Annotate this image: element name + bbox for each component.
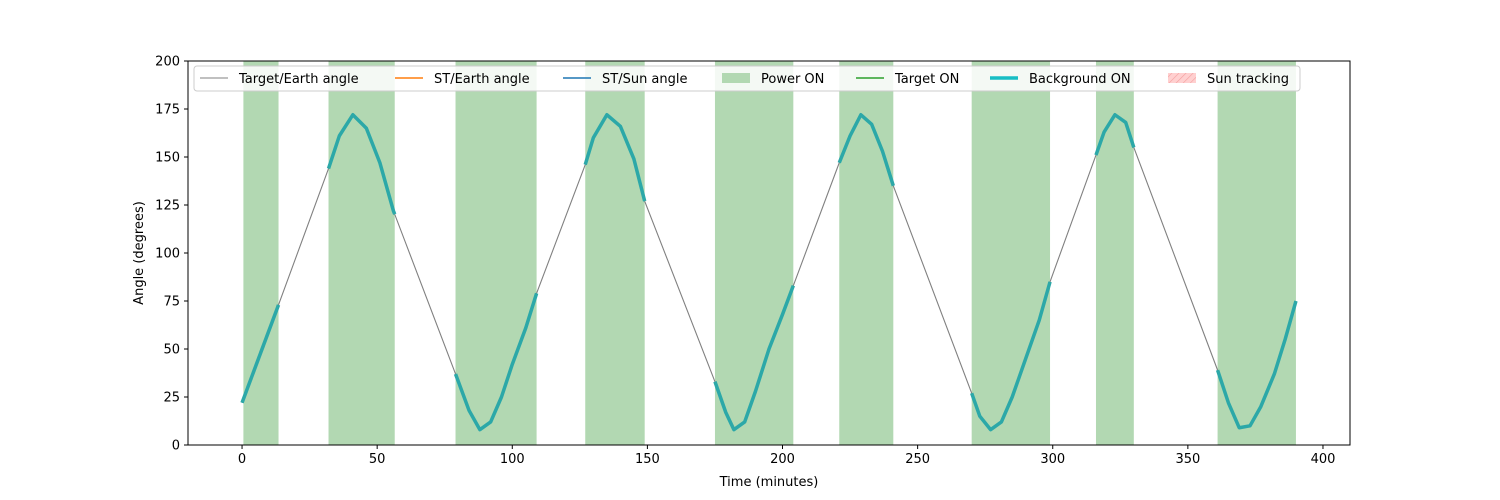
power-on-span-5 [839, 61, 894, 445]
background-on-segment-6 [970, 281, 1052, 432]
y-axis-ticks: 0 25 50 75 100 125 150 175 200 [155, 55, 188, 454]
legend-swatch-power-on [722, 73, 750, 83]
legend-label-st-sun-angle: ST/Sun angle [602, 72, 688, 87]
power-on-spans [243, 61, 1296, 445]
x-axis-ticks: 0 50 100 150 200 250 300 350 400 [238, 445, 1335, 467]
y-tick-label-100: 100 [155, 247, 180, 262]
y-tick-label-125: 125 [155, 199, 180, 214]
power-on-span-3 [585, 61, 645, 445]
power-on-span-8 [1217, 61, 1296, 445]
power-on-span-7 [1095, 61, 1134, 445]
background-on-segment-1 [326, 113, 397, 215]
power-on-span-1 [328, 61, 395, 445]
legend: Target/Earth angle ST/Earth angle ST/Sun a… [193, 65, 1301, 92]
x-tick-label-200: 200 [770, 452, 795, 467]
y-tick-label-50: 50 [163, 343, 180, 358]
background-on-segment-3 [583, 113, 647, 202]
x-tick-label-150: 150 [635, 452, 660, 467]
x-tick-label-50: 50 [369, 452, 386, 467]
x-axis-label: Time (minutes) [719, 475, 819, 490]
x-tick-label-250: 250 [905, 452, 930, 467]
x-tick-label-0: 0 [238, 452, 246, 467]
background-on-segment-5 [837, 113, 895, 187]
background-on-segment-7 [1094, 113, 1136, 156]
y-tick-label-75: 75 [163, 295, 180, 310]
power-on-span-4 [714, 61, 794, 445]
y-tick-label-0: 0 [172, 439, 180, 454]
x-tick-label-400: 400 [1311, 452, 1336, 467]
legend-label-sun-tracking: Sun tracking [1207, 72, 1289, 87]
x-tick-label-300: 300 [1040, 452, 1065, 467]
x-tick-label-100: 100 [500, 452, 525, 467]
legend-label-background-on: Background ON [1029, 72, 1131, 87]
legend-hatch-sun-tracking [1168, 73, 1196, 83]
background-on-segment-8 [1215, 300, 1298, 430]
x-tick-label-350: 350 [1175, 452, 1200, 467]
background-on-segment-0 [240, 304, 281, 404]
series-lines [240, 113, 1298, 432]
y-tick-label-200: 200 [155, 55, 180, 70]
background-on-segment-2 [453, 292, 539, 432]
y-tick-label-150: 150 [155, 151, 180, 166]
y-tick-label-25: 25 [163, 391, 180, 406]
y-tick-label-175: 175 [155, 103, 180, 118]
power-on-span-6 [971, 61, 1051, 445]
legend-label-target-earth-angle: Target/Earth angle [238, 72, 359, 87]
power-on-span-2 [455, 61, 537, 445]
background-on-segment-4 [713, 285, 795, 432]
legend-label-target-on: Target ON [894, 72, 959, 87]
legend-label-st-earth-angle: ST/Earth angle [434, 72, 530, 87]
legend-label-power-on: Power ON [761, 72, 824, 87]
y-axis-label: Angle (degrees) [132, 201, 147, 305]
